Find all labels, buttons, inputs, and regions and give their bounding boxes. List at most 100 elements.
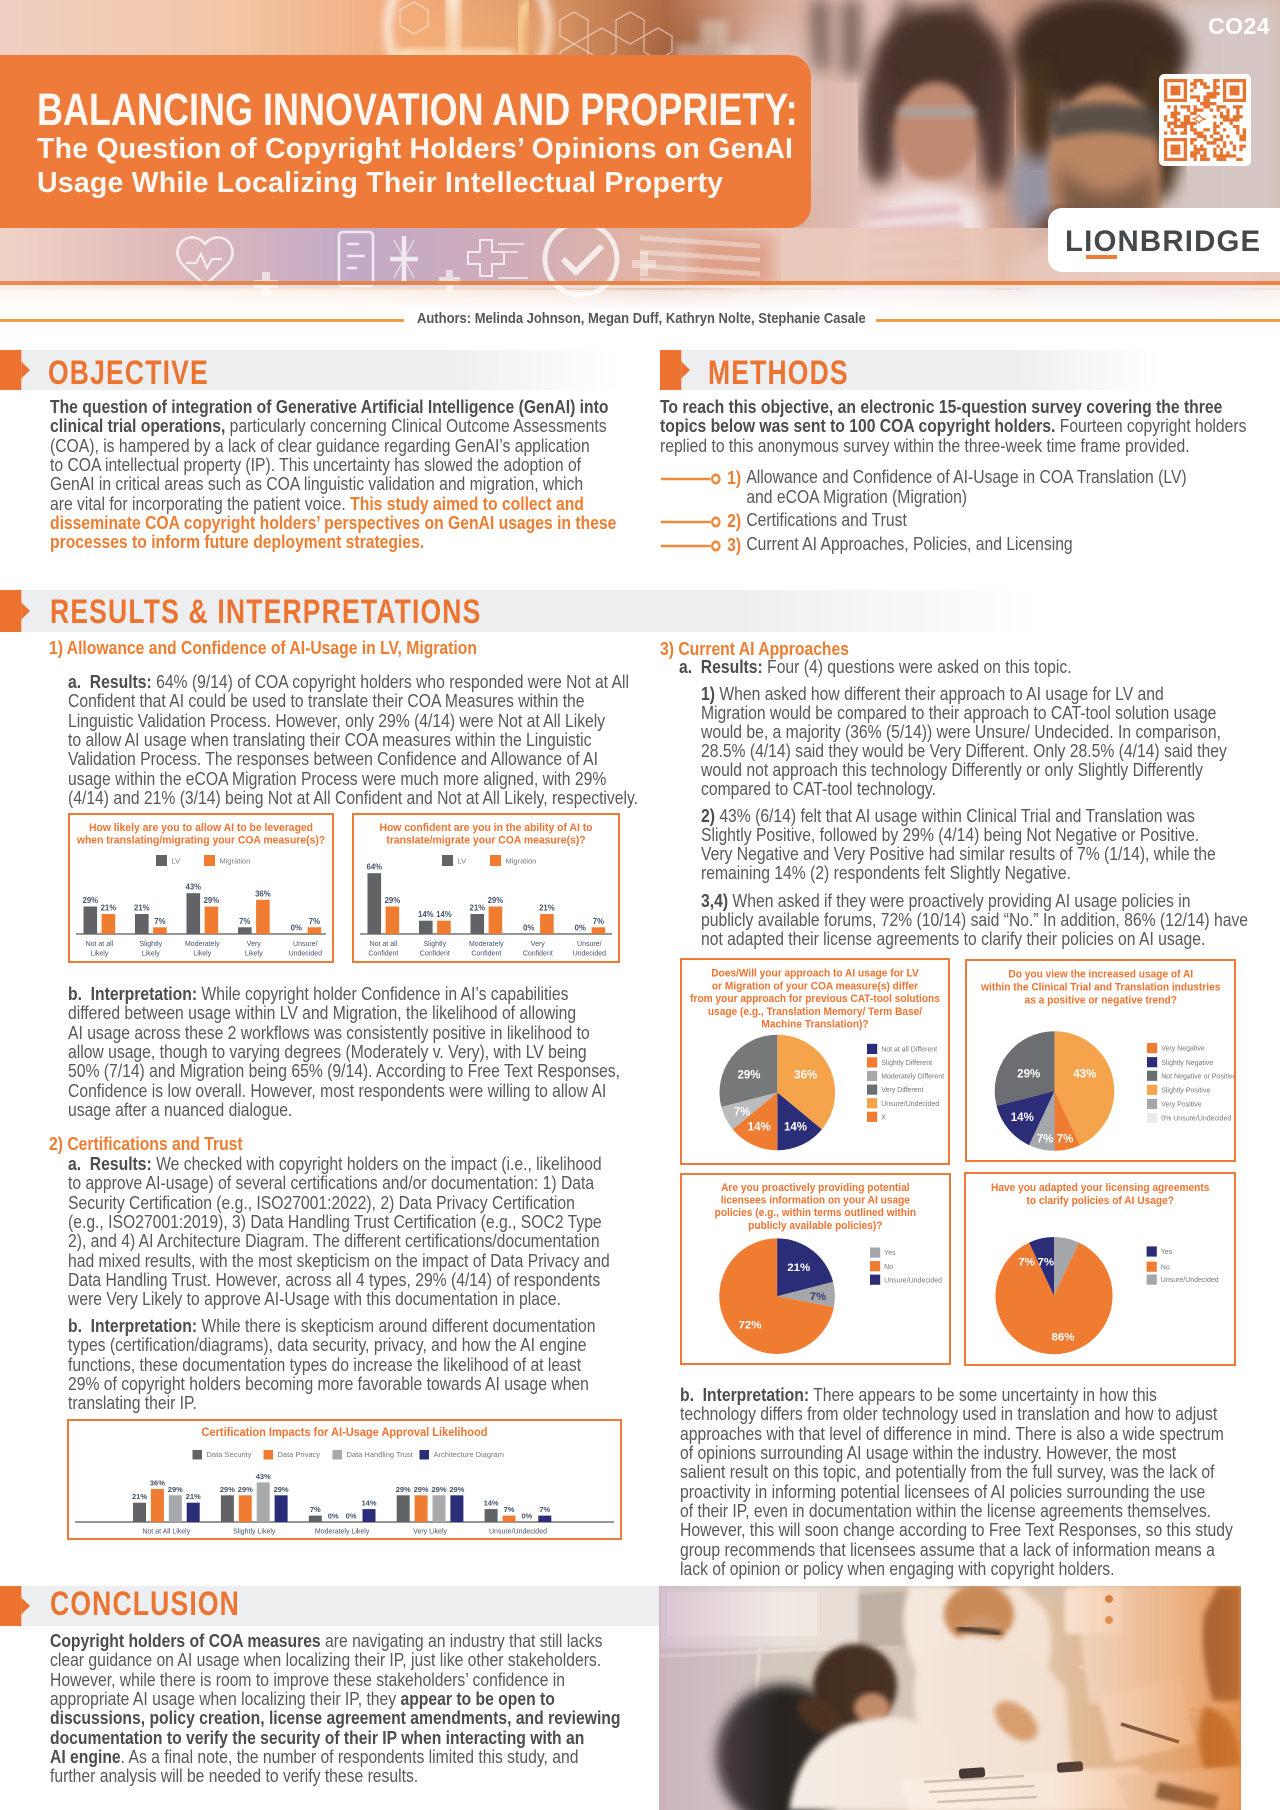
- svg-text:0%: 0%: [575, 924, 586, 933]
- svg-text:21%: 21%: [186, 1492, 201, 1501]
- svg-text:Yes: Yes: [884, 1250, 896, 1257]
- svg-text:7%: 7%: [734, 1107, 751, 1119]
- svg-text:Likely: Likely: [245, 951, 263, 958]
- svg-text:Moderately: Moderately: [185, 941, 220, 948]
- svg-text:0%: 0%: [328, 1512, 339, 1521]
- svg-text:43%: 43%: [256, 1472, 271, 1481]
- svg-text:14%: 14%: [1010, 1112, 1033, 1124]
- svg-text:21%: 21%: [539, 904, 555, 913]
- svg-text:LV: LV: [458, 857, 467, 866]
- svg-text:14%: 14%: [484, 1499, 499, 1508]
- svg-text:LV: LV: [172, 857, 181, 866]
- svg-text:Not Negative or Positive: Not Negative or Positive: [1161, 1074, 1234, 1081]
- svg-text:from your approach for previou: from your approach for previous CAT-tool…: [690, 993, 940, 1006]
- svg-text:7%: 7%: [1036, 1134, 1053, 1146]
- svg-text:Do you view the increased usag: Do you view the increased usage of AI: [1008, 968, 1193, 981]
- svg-text:Slightly Likely: Slightly Likely: [233, 1529, 276, 1536]
- svg-text:Very Different: Very Different: [881, 1087, 923, 1094]
- svg-text:Not at all: Not at all: [86, 941, 114, 948]
- svg-text:Data Privacy: Data Privacy: [278, 1450, 321, 1459]
- svg-text:21%: 21%: [132, 1492, 147, 1501]
- svg-text:Slightly: Slightly: [424, 941, 447, 948]
- svg-text:Confident: Confident: [420, 951, 450, 958]
- svg-text:translate/migrate your COA mea: translate/migrate your COA measure(s)?: [386, 834, 585, 846]
- svg-text:29%: 29%: [414, 1485, 429, 1494]
- svg-text:Yes: Yes: [1161, 1249, 1173, 1256]
- svg-text:Confident: Confident: [368, 951, 398, 958]
- svg-text:Slightly Different: Slightly Different: [881, 1060, 932, 1067]
- svg-text:29%: 29%: [82, 896, 98, 905]
- svg-text:29%: 29%: [431, 1485, 446, 1494]
- svg-text:Very Likely: Very Likely: [413, 1529, 447, 1536]
- svg-text:Certification Impacts for AI-U: Certification Impacts for AI-Usage Appro…: [202, 1427, 488, 1439]
- svg-text:No: No: [884, 1263, 893, 1270]
- svg-text:Very Negative: Very Negative: [1161, 1046, 1205, 1053]
- svg-text:Confident: Confident: [523, 951, 553, 958]
- svg-text:7%: 7%: [310, 1505, 321, 1514]
- svg-text:Moderately Different: Moderately Different: [881, 1074, 944, 1081]
- svg-text:43%: 43%: [1073, 1069, 1096, 1081]
- svg-text:usage (e.g., Translation Memor: usage (e.g., Translation Memory/ Term Ba…: [708, 1005, 922, 1018]
- svg-text:0%: 0%: [346, 1512, 357, 1521]
- svg-text:7%: 7%: [239, 917, 250, 926]
- svg-text:29%: 29%: [238, 1485, 253, 1494]
- svg-text:Unsure/Undecided: Unsure/Undecided: [489, 1529, 547, 1536]
- svg-text:7%: 7%: [1018, 1257, 1035, 1269]
- svg-text:7%: 7%: [504, 1505, 515, 1514]
- svg-text:0%: 0%: [521, 1512, 532, 1521]
- svg-text:Have you adapted your licensin: Have you adapted your licensing agreemen…: [991, 1182, 1209, 1195]
- svg-text:14%: 14%: [784, 1121, 807, 1133]
- svg-text:licensees information on your: licensees information on your AI usage: [721, 1194, 910, 1207]
- svg-text:policies (e.g., within terms o: policies (e.g., within terms outlined wi…: [715, 1206, 916, 1219]
- svg-text:14%: 14%: [436, 910, 452, 919]
- svg-text:How likely are you to allow AI: How likely are you to allow AI to be lev…: [89, 822, 313, 834]
- svg-text:21%: 21%: [101, 904, 117, 913]
- svg-text:Likely: Likely: [90, 951, 108, 958]
- svg-text:when translating/migrating you: when translating/migrating your COA meas…: [76, 834, 325, 846]
- svg-text:within the Clinical Trial and: within the Clinical Trial and Translatio…: [980, 981, 1220, 994]
- svg-text:Very: Very: [247, 941, 262, 948]
- svg-text:29%: 29%: [488, 896, 504, 905]
- svg-text:Are you proactively providing: Are you proactively providing potential: [721, 1181, 909, 1194]
- svg-text:Unsure/Undecided: Unsure/Undecided: [884, 1277, 942, 1284]
- svg-text:0%: 0%: [291, 924, 302, 933]
- svg-text:No: No: [1161, 1264, 1170, 1271]
- svg-text:43%: 43%: [185, 883, 201, 892]
- svg-text:Slightly Positive: Slightly Positive: [1161, 1088, 1210, 1095]
- svg-text:21%: 21%: [787, 1262, 810, 1274]
- svg-text:14%: 14%: [361, 1499, 376, 1508]
- svg-text:Not at All Likely: Not at All Likely: [142, 1529, 190, 1536]
- svg-text:29%: 29%: [385, 896, 401, 905]
- svg-text:36%: 36%: [150, 1478, 165, 1487]
- svg-text:Unsure/Undecided: Unsure/Undecided: [1161, 1277, 1219, 1284]
- svg-text:Migration: Migration: [506, 857, 537, 866]
- svg-text:Migration: Migration: [220, 857, 251, 866]
- svg-text:7%: 7%: [810, 1291, 827, 1303]
- svg-text:Very Positive: Very Positive: [1161, 1102, 1202, 1109]
- svg-text:Confident: Confident: [471, 951, 501, 958]
- svg-text:29%: 29%: [1017, 1069, 1040, 1081]
- svg-text:or Migration of your COA measu: or Migration of your COA measure(s) diff…: [712, 980, 919, 993]
- svg-text:Undecided: Undecided: [573, 951, 607, 958]
- svg-text:Unsure/Undecided: Unsure/Undecided: [881, 1101, 939, 1108]
- svg-text:14%: 14%: [748, 1121, 771, 1133]
- svg-text:Machine Translation)?: Machine Translation)?: [761, 1018, 868, 1031]
- svg-text:29%: 29%: [737, 1069, 760, 1081]
- svg-text:Undecided: Undecided: [289, 951, 323, 958]
- svg-text:29%: 29%: [449, 1485, 464, 1494]
- svg-text:64%: 64%: [366, 863, 382, 872]
- svg-text:7%: 7%: [154, 917, 165, 926]
- svg-text:Does/Will your approach to AI: Does/Will your approach to AI usage for …: [711, 967, 919, 980]
- svg-text:7%: 7%: [1056, 1134, 1073, 1146]
- svg-text:Slightly Negative: Slightly Negative: [1161, 1060, 1213, 1067]
- svg-text:Not at all Different: Not at all Different: [881, 1047, 937, 1054]
- svg-text:Architecture Diagram: Architecture Diagram: [434, 1450, 504, 1459]
- svg-text:7%: 7%: [593, 917, 604, 926]
- svg-text:29%: 29%: [204, 896, 220, 905]
- svg-text:21%: 21%: [134, 904, 150, 913]
- svg-text:72%: 72%: [739, 1319, 762, 1331]
- svg-text:29%: 29%: [168, 1485, 183, 1494]
- svg-text:21%: 21%: [469, 904, 485, 913]
- svg-text:14%: 14%: [418, 910, 434, 919]
- svg-text:7%: 7%: [1037, 1257, 1054, 1269]
